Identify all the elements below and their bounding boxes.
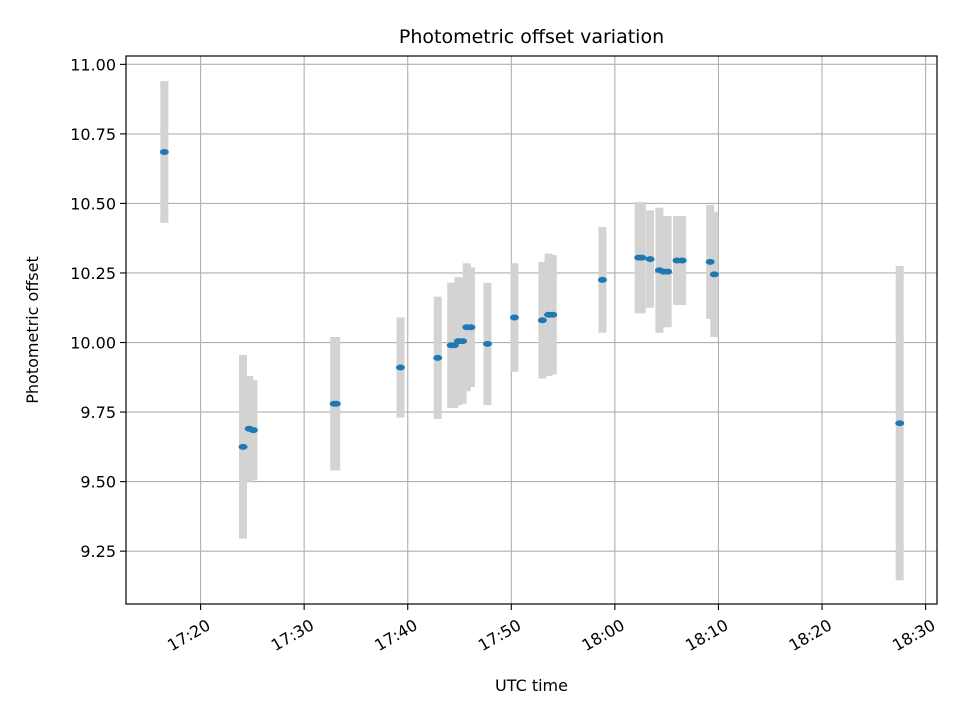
y-axis-ticks: 9.25 9.50 9.75 10.00 10.25 10.50 10.75 11.00 — [70, 55, 126, 561]
grid-lines — [126, 56, 937, 604]
plot-frame — [125, 55, 938, 605]
data-point — [537, 317, 547, 324]
data-point — [331, 400, 341, 407]
data-point — [509, 314, 519, 321]
data-point — [482, 340, 492, 347]
data-point — [597, 276, 607, 283]
y-tick-label: 9.25 — [80, 542, 116, 561]
data-point — [709, 271, 719, 278]
data-point — [895, 420, 905, 427]
data-point — [159, 148, 169, 155]
y-tick-label: 10.25 — [70, 264, 116, 283]
chart-title: Photometric offset variation — [399, 26, 664, 48]
y-tick-label: 9.50 — [80, 473, 116, 492]
data-point — [663, 268, 673, 275]
data-point — [248, 427, 258, 434]
data-point — [458, 338, 468, 345]
data-point — [238, 443, 248, 450]
data-point — [637, 254, 647, 261]
y-tick-label: 9.75 — [80, 403, 116, 422]
data-point — [466, 324, 476, 331]
data-point — [548, 311, 558, 318]
data-point — [433, 354, 443, 361]
y-tick-label: 10.75 — [70, 125, 116, 144]
data-point — [395, 364, 405, 371]
y-tick-label: 10.50 — [70, 194, 116, 213]
x-axis-label: UTC time — [495, 676, 568, 695]
data-point — [705, 258, 715, 265]
y-tick-label: 11.00 — [70, 55, 116, 74]
y-tick-label: 10.00 — [70, 334, 116, 353]
data-point — [677, 257, 687, 264]
y-axis-label: Photometric offset — [23, 256, 42, 404]
data-point — [645, 256, 655, 263]
data-points — [159, 148, 905, 450]
